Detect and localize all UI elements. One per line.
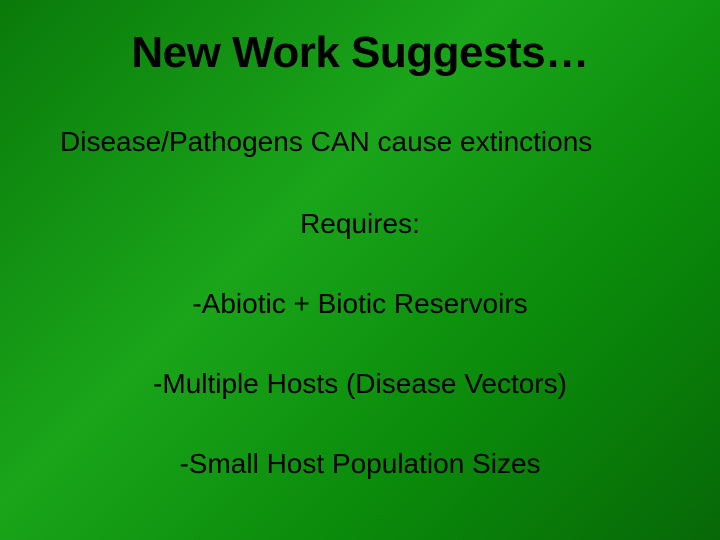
bullet-item: -Multiple Hosts (Disease Vectors) bbox=[60, 368, 660, 400]
bullet-item: -Small Host Population Sizes bbox=[60, 448, 660, 480]
bullet-item: -Abiotic + Biotic Reservoirs bbox=[60, 288, 660, 320]
requires-label: Requires: bbox=[60, 208, 660, 240]
slide-container: New Work Suggests… Disease/Pathogens CAN… bbox=[0, 0, 720, 540]
main-claim-text: Disease/Pathogens CAN cause extinctions bbox=[24, 126, 660, 158]
slide-title: New Work Suggests… bbox=[60, 28, 660, 78]
